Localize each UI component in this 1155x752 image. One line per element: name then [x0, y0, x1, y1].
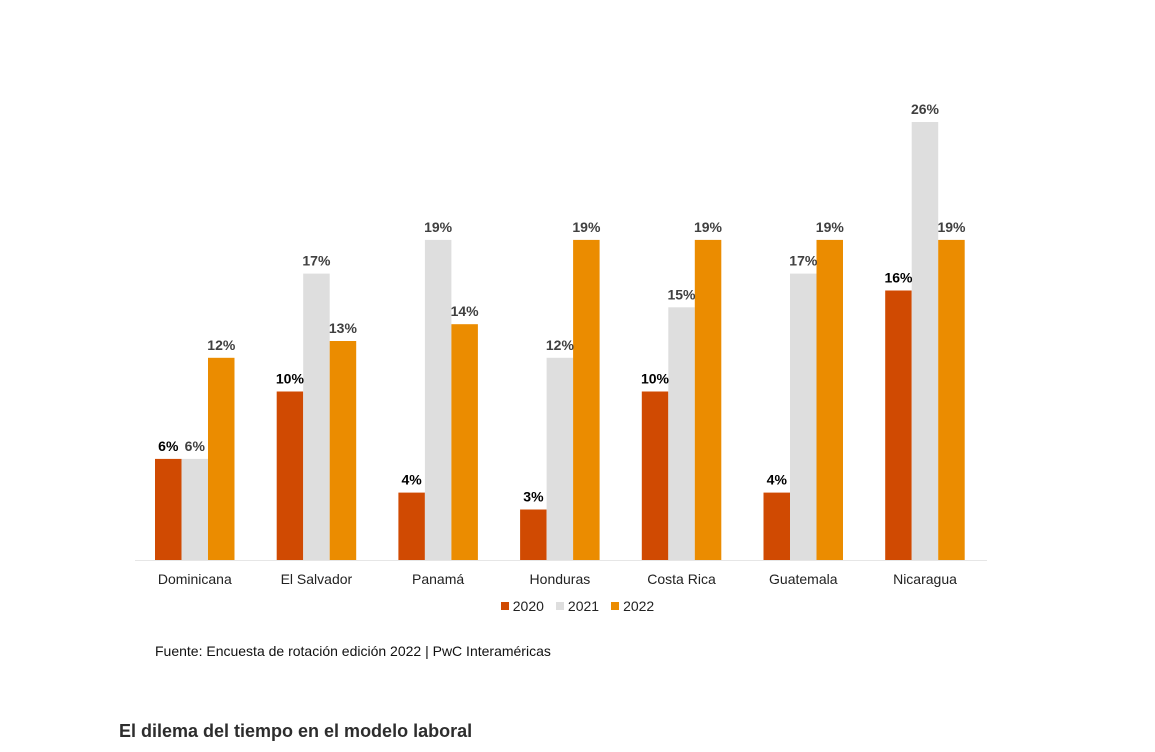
bar-2022-0 [208, 357, 235, 560]
value-label-2020-5: 4% [767, 472, 788, 488]
category-label: El Salvador [281, 571, 353, 587]
value-label-2021-5: 17% [789, 253, 818, 269]
bar-2020-6 [885, 290, 912, 560]
value-label-2022-1: 13% [329, 320, 358, 336]
value-label-2022-3: 19% [572, 219, 601, 235]
category-label: Costa Rica [647, 571, 716, 587]
category-label: Dominicana [158, 571, 232, 587]
value-label-2021-3: 12% [546, 337, 575, 353]
value-label-2021-4: 15% [667, 286, 696, 302]
value-label-2021-2: 19% [424, 219, 453, 235]
bar-2020-3 [520, 509, 547, 560]
value-label-2022-2: 14% [451, 303, 480, 319]
legend-label: 2021 [567, 598, 600, 614]
legend-item-2022: 2022 [611, 598, 654, 614]
bar-2022-3 [573, 239, 600, 560]
bar-2020-5 [763, 492, 790, 560]
value-label-2022-5: 19% [816, 219, 845, 235]
value-label-2020-1: 10% [276, 371, 305, 387]
source-note: Fuente: Encuesta de rotación edición 202… [155, 643, 551, 659]
bar-2020-1 [276, 391, 304, 560]
value-label-2020-3: 3% [523, 489, 544, 505]
legend-swatch [500, 602, 509, 610]
legend: 2020 2021 2022 [0, 598, 1155, 614]
bar-2021-4 [668, 307, 695, 560]
category-label: Guatemala [769, 571, 838, 587]
value-label-2022-6: 19% [937, 219, 966, 235]
bar-2021-3 [546, 357, 574, 560]
bar-2021-0 [181, 458, 208, 560]
legend-label: 2020 [512, 598, 544, 614]
value-label-2021-0: 6% [185, 438, 206, 454]
bar-2022-5 [816, 239, 843, 560]
bar-2021-5 [790, 273, 817, 560]
legend-item-2021: 2021 [555, 598, 600, 614]
bar-2021-6 [911, 122, 939, 560]
bar-2022-4 [694, 239, 722, 560]
legend-swatch [555, 602, 564, 610]
value-label-2020-2: 4% [401, 472, 422, 488]
legend-swatch [611, 602, 620, 610]
bar-2021-2 [424, 239, 452, 560]
bar-2021-1 [303, 273, 330, 560]
value-label-2020-4: 10% [641, 371, 670, 387]
value-label-2022-4: 19% [694, 219, 723, 235]
bar-2022-2 [451, 324, 478, 560]
value-label-2022-0: 12% [207, 337, 236, 353]
bar-2020-2 [398, 492, 425, 560]
category-label: Nicaragua [893, 571, 957, 587]
bar-2020-0 [155, 458, 182, 560]
legend-label: 2022 [623, 598, 655, 614]
section-heading: El dilema del tiempo en el modelo labora… [119, 721, 473, 741]
bar-2022-6 [938, 239, 965, 560]
bar-2022-1 [329, 341, 357, 560]
value-label-2020-0: 6% [158, 438, 179, 454]
category-label: Panamá [412, 571, 464, 587]
legend-item-2020: 2020 [500, 598, 544, 614]
value-label-2021-1: 17% [302, 253, 331, 269]
value-label-2020-6: 16% [884, 270, 913, 286]
value-label-2021-6: 26% [911, 101, 940, 117]
category-label: Honduras [530, 571, 591, 587]
bar-2020-4 [641, 391, 669, 560]
bar-chart: 6% 6% 12% 10% 17% 13% 4% 19% 14% 3% 12% 19% 10% 15% 19… [135, 101, 987, 587]
